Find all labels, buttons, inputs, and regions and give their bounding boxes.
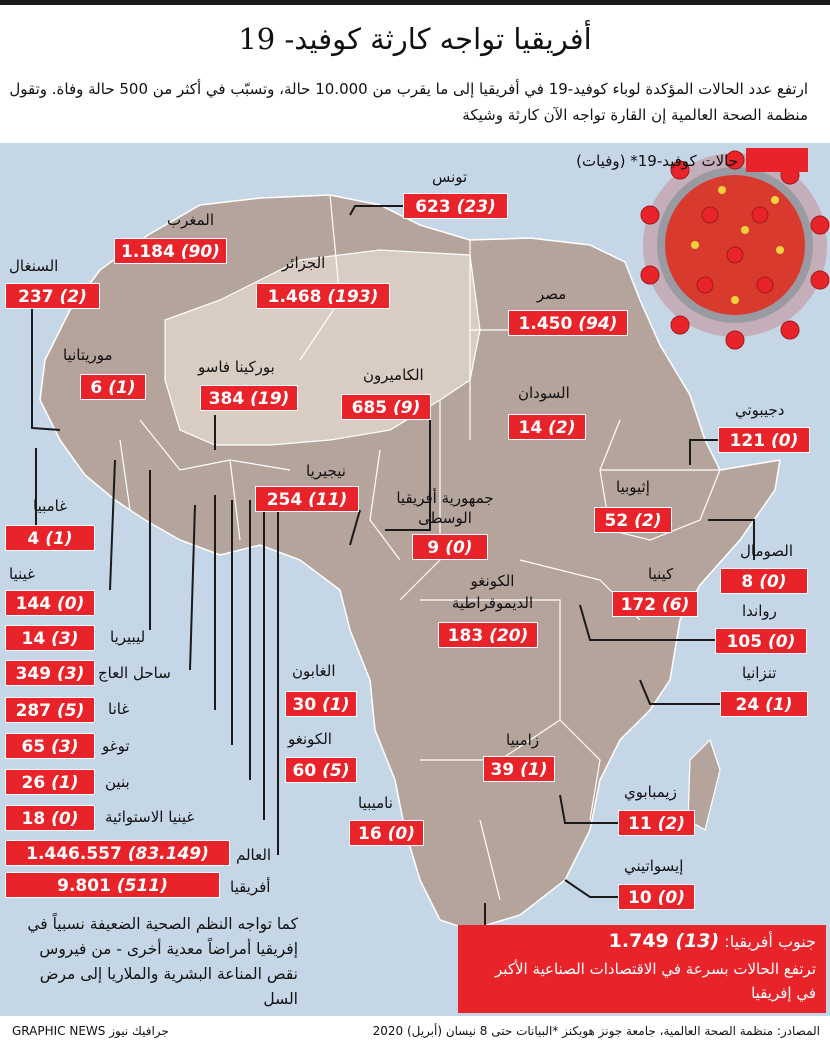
country-box-ivorycoast: 349 (3) <box>5 660 95 686</box>
country-name-car: جمهورية أفريقيا الوسطى <box>396 489 494 527</box>
country-name-egypt: مصر <box>537 285 567 303</box>
africa-total-box: 9.801 (511) <box>5 872 220 898</box>
country-name-somalia: الصومال <box>740 542 793 560</box>
country-name-nigeria: نيجيريا <box>306 462 346 480</box>
country-name-eqguinea: غينيا الاستوائية <box>105 808 195 826</box>
country-box-egypt: 1.450 (94) <box>508 310 628 336</box>
country-box-togo: 65 (3) <box>5 733 95 759</box>
country-box-tunisia: 623 (23) <box>403 193 508 219</box>
country-name-liberia: ليبيريا <box>110 628 146 646</box>
country-name-ivorycoast: ساحل العاج <box>98 664 171 682</box>
subtitle: ارتفع عدد الحالات المؤكدة لوباء كوفيد-19… <box>9 80 808 124</box>
country-name-gabon: الغابون <box>292 662 336 680</box>
country-box-sudan: 14 (2) <box>508 414 586 440</box>
country-name-ethiopia: إثيوبيا <box>616 478 650 496</box>
country-name-djibouti: دجيبوتي <box>735 401 785 419</box>
country-box-congo: 60 (5) <box>285 757 357 783</box>
south-africa-headline: جنوب أفريقيا: 1.749 (13) <box>608 930 816 952</box>
country-box-burkina: 384 (19) <box>200 385 298 411</box>
country-name-zambia: زامبيا <box>506 731 540 749</box>
country-name-morocco: المغرب <box>167 211 215 229</box>
country-box-namibia: 16 (0) <box>349 820 424 846</box>
country-name-tanzania: تنزانيا <box>742 664 777 682</box>
brand-logo: GRAPHIC NEWS جرافيك نيوز <box>12 1024 169 1038</box>
footer <box>0 1016 830 1048</box>
source-note: المصادر: منظمة الصحة العالمية، جامعة جون… <box>372 1024 820 1038</box>
country-box-ethiopia: 52 (2) <box>594 507 672 533</box>
country-box-eswatini: 10 (0) <box>618 884 695 910</box>
page-title: أفريقيا تواجه كارثة كوفيد- 19 <box>238 22 592 56</box>
country-name-ghana: غانا <box>108 700 130 718</box>
country-box-guinea: 144 (0) <box>5 590 95 616</box>
country-box-car: 9 (0) <box>412 534 488 560</box>
south-africa-box: جنوب أفريقيا: 1.749 (13) ترتفع الحالات ب… <box>458 925 826 1013</box>
country-box-gambia: 4 (1) <box>5 525 95 551</box>
country-name-rwanda: رواندا <box>742 602 777 620</box>
country-box-algeria: 1.468 (193) <box>256 283 390 309</box>
country-name-gambia: غامبيا <box>33 497 68 515</box>
africa-label: أفريقيا <box>230 878 271 896</box>
country-name-namibia: ناميبيا <box>358 794 393 812</box>
country-box-kenya: 172 (6) <box>612 591 698 617</box>
country-name-sudan: السودان <box>518 384 570 402</box>
country-box-rwanda: 105 (0) <box>715 628 807 654</box>
country-name-burkina: بوركينا فاسو <box>198 358 275 376</box>
health-note: كما تواجه النظم الصحية الضعيفة نسبياً في… <box>27 915 298 1008</box>
country-box-eqguinea: 18 (0) <box>5 805 95 831</box>
legend-swatch <box>746 148 808 172</box>
country-name-zimbabwe: زيمبابوي <box>624 783 677 801</box>
legend-label: حالات كوفيد-19* (وفيات) <box>576 152 738 170</box>
country-box-cameroon: 685 (9) <box>341 394 431 420</box>
country-box-gabon: 30 (1) <box>285 691 357 717</box>
country-name-togo: توغو <box>102 737 130 755</box>
country-box-mauritania: 6 (1) <box>80 374 146 400</box>
country-box-zimbabwe: 11 (2) <box>618 810 695 836</box>
world-total-box: 1.446.557 (83.149) <box>5 840 230 866</box>
country-name-algeria: الجزائر <box>282 254 326 272</box>
country-box-tanzania: 24 (1) <box>720 691 808 717</box>
country-name-guinea: غينيا <box>9 565 35 583</box>
country-name-tunisia: تونس <box>432 168 468 186</box>
leader-lines <box>31 205 755 940</box>
country-name-benin: بنين <box>105 773 130 791</box>
country-name-drc: الكونغو الديموقراطية <box>451 572 534 612</box>
country-name-senegal: السنغال <box>9 257 59 275</box>
country-box-benin: 26 (1) <box>5 769 95 795</box>
country-box-zambia: 39 (1) <box>483 756 555 782</box>
country-name-cameroon: الكاميرون <box>363 366 424 384</box>
country-box-somalia: 8 (0) <box>720 568 808 594</box>
virus-illustration <box>640 150 830 350</box>
top-bar <box>0 0 830 5</box>
country-box-djibouti: 121 (0) <box>718 427 810 453</box>
country-box-liberia: 14 (3) <box>5 625 95 651</box>
country-box-morocco: 1.184 (90) <box>114 238 227 264</box>
world-label: العالم <box>236 846 272 864</box>
country-box-drc: 183 (20) <box>438 622 538 648</box>
country-box-ghana: 287 (5) <box>5 697 95 723</box>
country-name-congo: الكونغو <box>288 730 332 748</box>
country-name-eswatini: إيسواتيني <box>624 857 684 875</box>
country-name-kenya: كينيا <box>648 565 674 583</box>
south-africa-text: ترتفع الحالات بسرعة في الاقتصادات الصناع… <box>495 960 816 1002</box>
country-box-senegal: 237 (2) <box>5 283 100 309</box>
country-name-mauritania: موريتانيا <box>63 346 113 364</box>
country-box-nigeria: 254 (11) <box>255 486 359 512</box>
